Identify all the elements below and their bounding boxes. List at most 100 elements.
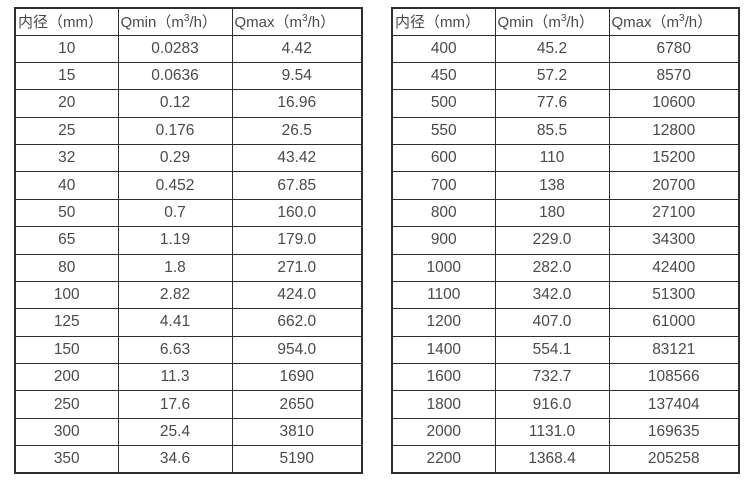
table-cell: 108566 [608, 362, 740, 392]
table-cell: 700 [391, 171, 496, 200]
table-cell: 0.0636 [117, 61, 233, 91]
table-cell: 45.2 [494, 34, 610, 63]
table-row: 800 180 27100 [391, 198, 740, 228]
header-cell: Qmax（m3/h） [231, 7, 363, 36]
table-body: 400 45.2 6780 450 57.2 8570 500 77.6 10600 550 85.… [391, 34, 740, 474]
table-header-row: 内径（mm） Qmin（m3/h） Qmax（m3/h） [14, 7, 363, 36]
table-cell: 11.3 [117, 362, 233, 392]
table-row: 900 229.0 34300 [391, 226, 740, 255]
table-cell: 50 [14, 198, 119, 228]
header-cell: Qmin（m3/h） [117, 7, 233, 36]
table-cell: 125 [14, 308, 119, 337]
table-cell: 424.0 [231, 280, 363, 310]
table-row: 350 34.6 5190 [14, 445, 363, 474]
table-cell: 1600 [391, 362, 496, 392]
header-cell: Qmin（m3/h） [494, 7, 610, 36]
table-cell: 12800 [608, 116, 740, 146]
table-cell: 1800 [391, 390, 496, 419]
table-cell: 85.5 [494, 116, 610, 146]
table-cell: 662.0 [231, 308, 363, 337]
table-cell: 15 [14, 61, 119, 91]
table-cell: 1.8 [117, 253, 233, 282]
table-cell: 1400 [391, 335, 496, 365]
table-cell: 554.1 [494, 335, 610, 365]
table-cell: 0.7 [117, 198, 233, 228]
table-cell: 57.2 [494, 61, 610, 91]
flow-table-small-diameters: 内径（mm） Qmin（m3/h） Qmax（m3/h） 10 0.0283 4.42 1… [14, 7, 363, 474]
table-cell: 0.176 [117, 116, 233, 146]
table-cell: 17.6 [117, 390, 233, 419]
table-cell: 550 [391, 116, 496, 146]
table-cell: 20 [14, 89, 119, 118]
table-cell: 300 [14, 417, 119, 447]
flow-table-large-diameters: 内径（mm） Qmin（m3/h） Qmax（m3/h） 400 45.2 6780 45… [391, 7, 740, 474]
table-cell: 1200 [391, 308, 496, 337]
table-cell: 271.0 [231, 253, 363, 282]
table-cell: 0.0283 [117, 34, 233, 63]
table-cell: 954.0 [231, 335, 363, 365]
table-cell: 1131.0 [494, 417, 610, 447]
table-row: 1000 282.0 42400 [391, 253, 740, 282]
table-cell: 15200 [608, 143, 740, 173]
table-cell: 6780 [608, 34, 740, 63]
table-row: 65 1.19 179.0 [14, 226, 363, 255]
table-row: 32 0.29 43.42 [14, 143, 363, 173]
table-cell: 26.5 [231, 116, 363, 146]
table-row: 20 0.12 16.96 [14, 89, 363, 118]
table-row: 25 0.176 26.5 [14, 116, 363, 146]
table-cell: 400 [391, 34, 496, 63]
table-cell: 27100 [608, 198, 740, 228]
table-cell: 500 [391, 89, 496, 118]
table-row: 100 2.82 424.0 [14, 280, 363, 310]
table-cell: 34300 [608, 226, 740, 255]
table-cell: 229.0 [494, 226, 610, 255]
table-cell: 150 [14, 335, 119, 365]
table-cell: 1690 [231, 362, 363, 392]
table-cell: 282.0 [494, 253, 610, 282]
table-row: 200 11.3 1690 [14, 362, 363, 392]
table-header: 内径（mm） Qmin（m3/h） Qmax（m3/h） [14, 7, 363, 36]
table-row: 500 77.6 10600 [391, 89, 740, 118]
table-cell: 61000 [608, 308, 740, 337]
table-header-row: 内径（mm） Qmin（m3/h） Qmax（m3/h） [391, 7, 740, 36]
table-cell: 2000 [391, 417, 496, 447]
header-cell: Qmax（m3/h） [608, 7, 740, 36]
table-cell: 6.63 [117, 335, 233, 365]
table-cell: 250 [14, 390, 119, 419]
header-cell: 内径（mm） [391, 7, 496, 36]
table-cell: 16.96 [231, 89, 363, 118]
table-cell: 80 [14, 253, 119, 282]
table-cell: 2200 [391, 445, 496, 474]
table-cell: 25 [14, 116, 119, 146]
table-cell: 9.54 [231, 61, 363, 91]
table-cell: 800 [391, 198, 496, 228]
table-cell: 137404 [608, 390, 740, 419]
table-body: 10 0.0283 4.42 15 0.0636 9.54 20 0.12 16.96 25 0.1… [14, 34, 363, 474]
table-row: 700 138 20700 [391, 171, 740, 200]
table-row: 250 17.6 2650 [14, 390, 363, 419]
table-cell: 10 [14, 34, 119, 63]
table-cell: 450 [391, 61, 496, 91]
table-cell: 2650 [231, 390, 363, 419]
table-cell: 179.0 [231, 226, 363, 255]
table-cell: 40 [14, 171, 119, 200]
table-row: 80 1.8 271.0 [14, 253, 363, 282]
table-row: 2000 1131.0 169635 [391, 417, 740, 447]
table-cell: 600 [391, 143, 496, 173]
table-cell: 67.85 [231, 171, 363, 200]
table-cell: 160.0 [231, 198, 363, 228]
table-cell: 42400 [608, 253, 740, 282]
table-row: 50 0.7 160.0 [14, 198, 363, 228]
table-cell: 1.19 [117, 226, 233, 255]
table-cell: 83121 [608, 335, 740, 365]
table-cell: 34.6 [117, 445, 233, 474]
table-header: 内径（mm） Qmin（m3/h） Qmax（m3/h） [391, 7, 740, 36]
table-cell: 5190 [231, 445, 363, 474]
table-cell: 1368.4 [494, 445, 610, 474]
table-row: 2200 1368.4 205258 [391, 445, 740, 474]
table-cell: 65 [14, 226, 119, 255]
table-cell: 43.42 [231, 143, 363, 173]
table-cell: 342.0 [494, 280, 610, 310]
table-cell: 916.0 [494, 390, 610, 419]
